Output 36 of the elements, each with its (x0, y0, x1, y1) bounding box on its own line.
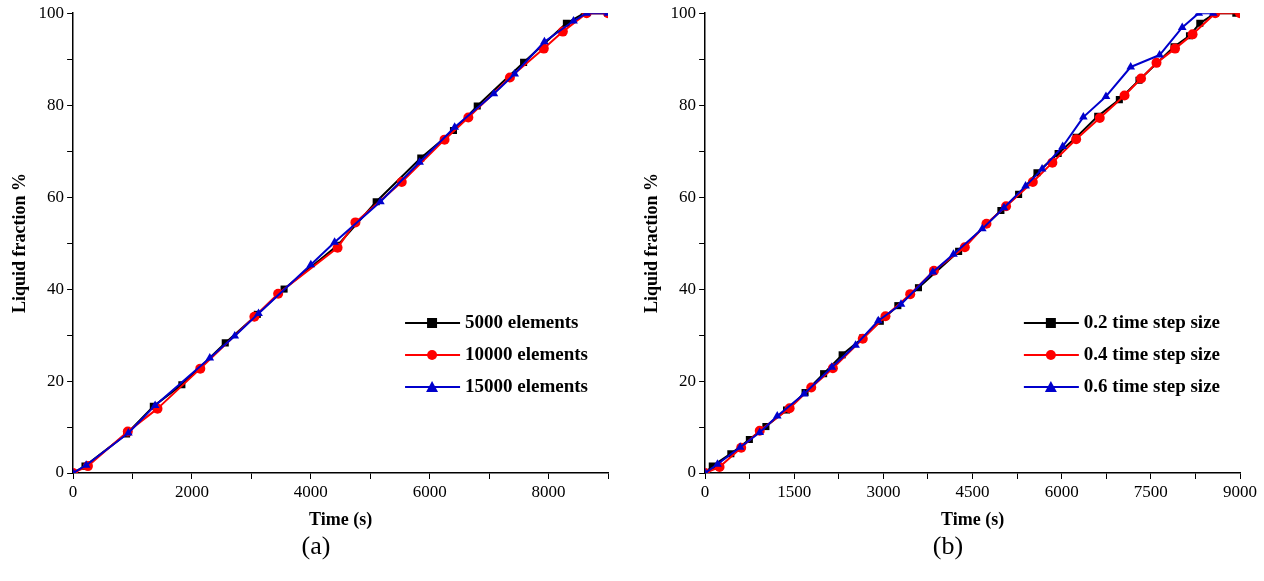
text: (b) (932, 531, 964, 561)
x-tick-label: 3000 (866, 481, 901, 501)
legend-label: 0.6 time step size (1083, 374, 1221, 396)
legend-label: 0.2 time step size (1083, 310, 1221, 332)
x-axis-title: Time (s) (308, 508, 373, 530)
y-tick-label: 20 (679, 370, 697, 390)
legend-label: 15000 elements (465, 374, 589, 396)
x-tick-label: 0 (700, 481, 710, 501)
legend-label: 5000 elements (465, 310, 579, 332)
x-tick-label: 6000 (412, 481, 447, 501)
x-tick-label: 8000 (531, 481, 566, 501)
text: (a) (301, 531, 331, 561)
x-tick-label: 1500 (777, 481, 812, 501)
y-tick-label: 100 (38, 2, 65, 22)
x-tick-label: 6000 (1044, 481, 1079, 501)
legend-label: 10000 elements (465, 342, 589, 364)
y-tick-label: 40 (679, 278, 697, 298)
y-axis-title: Liquid fraction % (9, 173, 30, 314)
y-tick-label: 20 (47, 370, 65, 390)
legend-label: 0.4 time step size (1083, 342, 1221, 364)
x-tick-label: 4000 (293, 481, 328, 501)
y-tick-label: 100 (670, 2, 697, 22)
x-tick-label: 2000 (174, 481, 209, 501)
x-tick-label: 0 (68, 481, 78, 501)
y-tick-label: 80 (47, 94, 65, 114)
y-tick-label: 40 (47, 278, 65, 298)
x-tick-label: 7500 (1133, 481, 1168, 501)
y-tick-label: 60 (679, 186, 697, 206)
x-tick-label: 4500 (955, 481, 990, 501)
y-axis-title: Liquid fraction % (641, 173, 662, 314)
y-tick-label: 80 (679, 94, 697, 114)
y-tick-label: 60 (47, 186, 65, 206)
y-tick-label: 0 (55, 462, 65, 482)
x-axis-title: Time (s) (940, 508, 1005, 530)
x-tick-label: 9000 (1223, 481, 1257, 501)
y-tick-label: 0 (687, 462, 697, 482)
